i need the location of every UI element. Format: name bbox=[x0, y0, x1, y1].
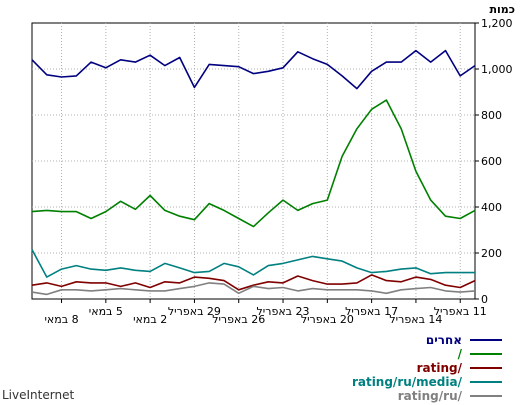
y-axis-ticks: 0 200 400 600 800 1,000 1,200 bbox=[475, 17, 513, 306]
series-lines bbox=[31, 49, 476, 296]
legend-item-label: / bbox=[458, 347, 463, 361]
x-tick-label: 5 במאי bbox=[89, 305, 123, 318]
x-tick-label: 14 באפריל bbox=[389, 313, 442, 326]
legend-item-label: rating/ bbox=[417, 361, 463, 375]
y-axis-label: כמות bbox=[490, 3, 515, 16]
legend-item-label: אחרים bbox=[426, 333, 462, 347]
series-line-4 bbox=[31, 282, 476, 296]
legend: אחרים/rating/rating/ru/media/rating/ru/ bbox=[352, 333, 502, 403]
series-line-1 bbox=[31, 99, 476, 228]
series-line-3 bbox=[31, 249, 475, 278]
y-tick-label: 800 bbox=[481, 109, 502, 122]
grid-lines bbox=[32, 23, 475, 299]
legend-item-label: rating/ru/media/ bbox=[352, 375, 463, 389]
brand-label: LiveInternet bbox=[2, 388, 74, 402]
x-tick-label: 17 באפריל bbox=[345, 305, 398, 318]
x-tick-label: 11 באפריל bbox=[434, 305, 487, 318]
legend-item-label: rating/ru/ bbox=[398, 389, 463, 403]
y-tick-label: 1,200 bbox=[481, 17, 513, 30]
y-tick-label: 200 bbox=[481, 247, 502, 260]
y-tick-label: 0 bbox=[481, 293, 488, 306]
series-line-0 bbox=[31, 49, 476, 90]
x-tick-label: 26 באפריל bbox=[212, 313, 265, 326]
y-tick-label: 600 bbox=[481, 155, 502, 168]
x-tick-label: 8 במאי bbox=[44, 313, 78, 326]
y-tick-label: 1,000 bbox=[481, 63, 513, 76]
y-tick-label: 400 bbox=[481, 201, 502, 214]
x-tick-label: 29 באפריל bbox=[168, 305, 221, 318]
series-line-2 bbox=[31, 274, 476, 291]
x-tick-label: 2 במאי bbox=[133, 313, 167, 326]
x-tick-label: 23 באפריל bbox=[257, 305, 310, 318]
x-tick-label: 20 באפריל bbox=[301, 313, 354, 326]
